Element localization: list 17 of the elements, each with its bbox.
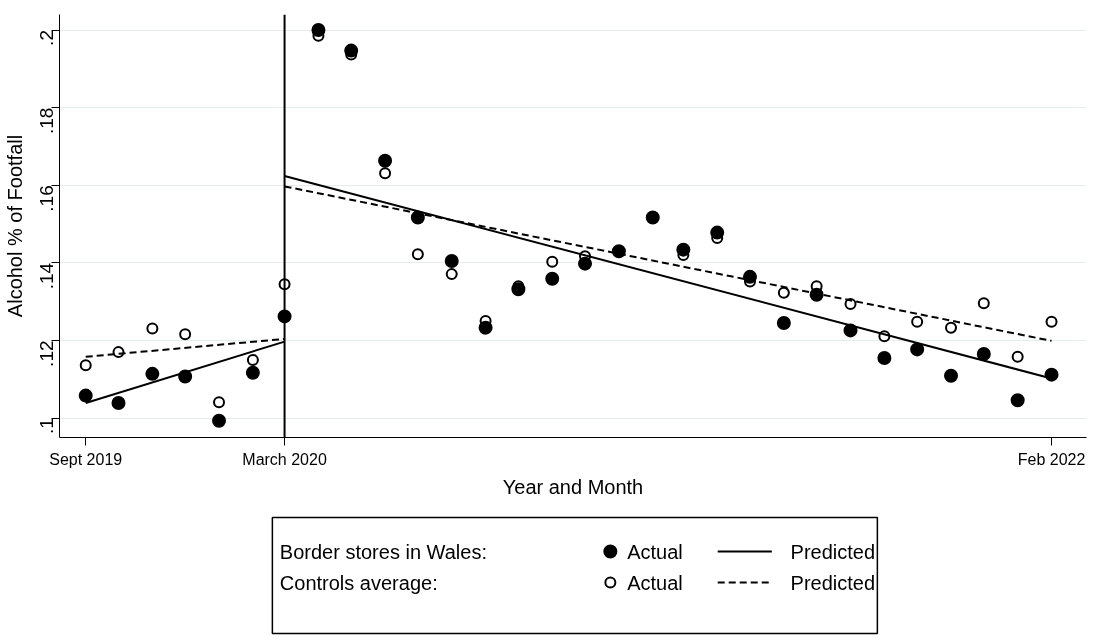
y-tick-label: .12 (36, 340, 57, 367)
y-tick-label: .1 (36, 418, 57, 434)
y-tick-label: .18 (36, 107, 57, 135)
x-tick-label: Feb 2022 (1017, 450, 1086, 468)
x-tick-label: March 2020 (242, 450, 327, 468)
legend-label: Actual (627, 571, 683, 594)
legend-label: Predicted (790, 571, 876, 594)
legend-label: Predicted (790, 540, 876, 563)
x-axis-title: Year and Month (502, 475, 644, 498)
legend-label: Actual (627, 540, 683, 563)
text: Controls average: (279, 571, 438, 594)
x-tick-label: Sept 2019 (49, 450, 123, 468)
y-tick-label: .16 (36, 185, 57, 212)
text: Border stores in Wales: (279, 540, 487, 563)
y-tick-label: .14 (36, 262, 57, 290)
y-tick-label: .2 (36, 30, 57, 46)
y-axis-title: Alcohol % of Footfall (3, 134, 26, 318)
